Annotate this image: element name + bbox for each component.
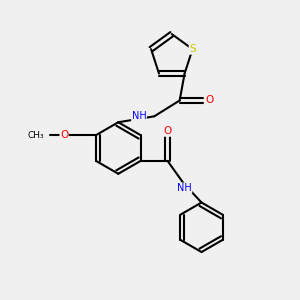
- Text: O: O: [164, 126, 172, 136]
- Text: O: O: [205, 95, 214, 106]
- Text: NH: NH: [177, 183, 192, 193]
- Text: O: O: [60, 130, 68, 140]
- Text: CH₃: CH₃: [27, 130, 44, 140]
- Text: NH: NH: [132, 111, 146, 121]
- Text: S: S: [189, 44, 196, 54]
